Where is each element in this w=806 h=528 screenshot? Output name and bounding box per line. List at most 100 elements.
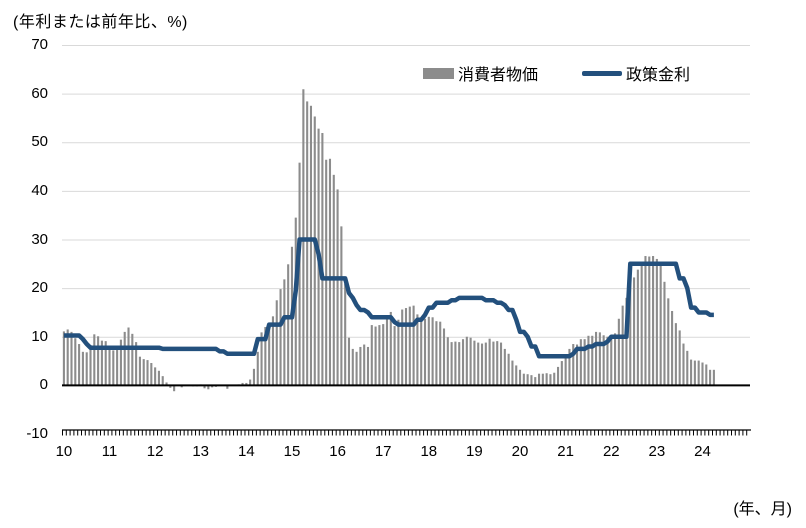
cpi-bar: [549, 374, 552, 386]
x-tick-label: 14: [238, 443, 255, 460]
cpi-bar: [340, 226, 343, 386]
cpi-bar: [313, 116, 316, 386]
cpi-bar: [268, 324, 271, 386]
cpi-bar: [545, 373, 548, 386]
cpi-bar: [712, 369, 715, 386]
cpi-bar: [427, 316, 430, 386]
cpi-bar: [154, 367, 157, 386]
cpi-bar: [690, 359, 693, 386]
cpi-bar: [659, 264, 662, 386]
x-tick-label: 12: [146, 443, 164, 460]
cpi-bar: [458, 342, 461, 386]
rate-legend-swatch: [582, 70, 623, 76]
cpi-bar: [408, 306, 411, 386]
cpi-bar: [484, 342, 487, 386]
cpi-bar: [633, 277, 636, 386]
cpi-bar: [252, 368, 256, 386]
y-tick-label: -10: [26, 425, 48, 442]
cpi-bar: [279, 289, 282, 386]
cpi-bar: [366, 346, 370, 386]
cpi-bar: [249, 379, 252, 386]
x-tick-label: 22: [602, 443, 620, 460]
cpi-bar: [393, 326, 396, 386]
cpi-bar: [347, 337, 351, 386]
cpi-bar: [579, 339, 582, 386]
cpi-bar: [108, 345, 111, 386]
cpi-bar: [74, 338, 77, 386]
cpi-bar: [461, 339, 465, 386]
y-tick-label: 60: [31, 84, 48, 102]
cpi-bar: [70, 331, 73, 386]
x-tick-label: 16: [329, 443, 346, 460]
cpi-bar: [469, 337, 472, 386]
cpi-bar: [116, 347, 119, 386]
cpi-legend-swatch: [423, 67, 454, 79]
cpi-bar: [93, 334, 96, 386]
cpi-bar: [245, 382, 248, 386]
cpi-bar: [81, 351, 84, 386]
x-tick-label: 21: [557, 443, 574, 460]
cpi-bar: [382, 324, 385, 386]
y-tick-label: 40: [31, 181, 48, 199]
cpi-bar: [298, 162, 301, 386]
cpi-bar: [344, 283, 347, 386]
cpi-bar: [439, 321, 442, 386]
y-axis-labels: 70 60 50 40 30 20 10 0 -10: [8, 36, 48, 445]
cpi-bar: [640, 265, 643, 386]
cpi-bar: [576, 344, 579, 386]
cpi-bar: [499, 342, 503, 386]
cpi-bar: [629, 280, 632, 386]
month-ruler: [62, 429, 751, 436]
cpi-bar: [572, 344, 575, 386]
cpi-bar: [169, 385, 172, 388]
legend: 消費者物価 政策金利: [423, 61, 690, 85]
cpi-bar: [264, 327, 267, 386]
cpi-bar: [97, 336, 100, 386]
cpi-bar: [431, 317, 434, 386]
cpi-bar: [564, 355, 567, 386]
x-tick-label: 11: [101, 443, 118, 460]
cpi-bar: [614, 333, 617, 386]
cpi-bar: [165, 382, 168, 386]
cpi-bar: [226, 385, 229, 389]
y-tick-label: 0: [39, 376, 48, 394]
x-tick-label: 20: [511, 443, 529, 460]
cpi-bar: [625, 297, 628, 386]
cpi-bar: [606, 336, 609, 386]
cpi-bar: [678, 330, 681, 386]
cpi-bar: [420, 319, 423, 386]
cpi-bar: [709, 369, 712, 386]
cpi-bar: [511, 360, 514, 386]
cpi-bar: [617, 318, 620, 386]
cpi-bar: [648, 256, 651, 386]
cpi-bar: [275, 300, 278, 386]
cpi-bar: [652, 256, 655, 386]
cpi-bar: [131, 333, 134, 386]
cpi-bar: [66, 329, 69, 386]
cpi-bar: [138, 356, 141, 386]
cpi-bar: [104, 341, 107, 386]
cpi-bar: [150, 363, 153, 386]
cpi-bar: [644, 256, 647, 386]
gridlines: [62, 45, 750, 338]
cpi-bar: [123, 331, 126, 386]
cpi-bar: [534, 377, 537, 386]
legend-item-cpi: 消費者物価: [423, 61, 538, 85]
cpi-bar: [404, 308, 408, 386]
cpi-bar: [241, 382, 244, 386]
cpi-bar: [146, 360, 149, 386]
cpi-bar: [636, 269, 639, 386]
cpi-bar: [587, 335, 590, 386]
cpi-bar: [127, 327, 130, 386]
cpi-bar: [473, 340, 476, 386]
cpi-bar: [530, 375, 533, 386]
cpi-bar: [89, 345, 92, 386]
cpi-bar: [553, 372, 556, 386]
cpi-bar: [674, 323, 677, 386]
cpi-bar: [203, 385, 206, 389]
cpi-bar: [157, 370, 160, 386]
cpi-bar: [359, 346, 362, 386]
cpi-bar: [541, 373, 544, 386]
cpi-bar: [161, 376, 164, 386]
cpi-bar: [207, 385, 210, 390]
